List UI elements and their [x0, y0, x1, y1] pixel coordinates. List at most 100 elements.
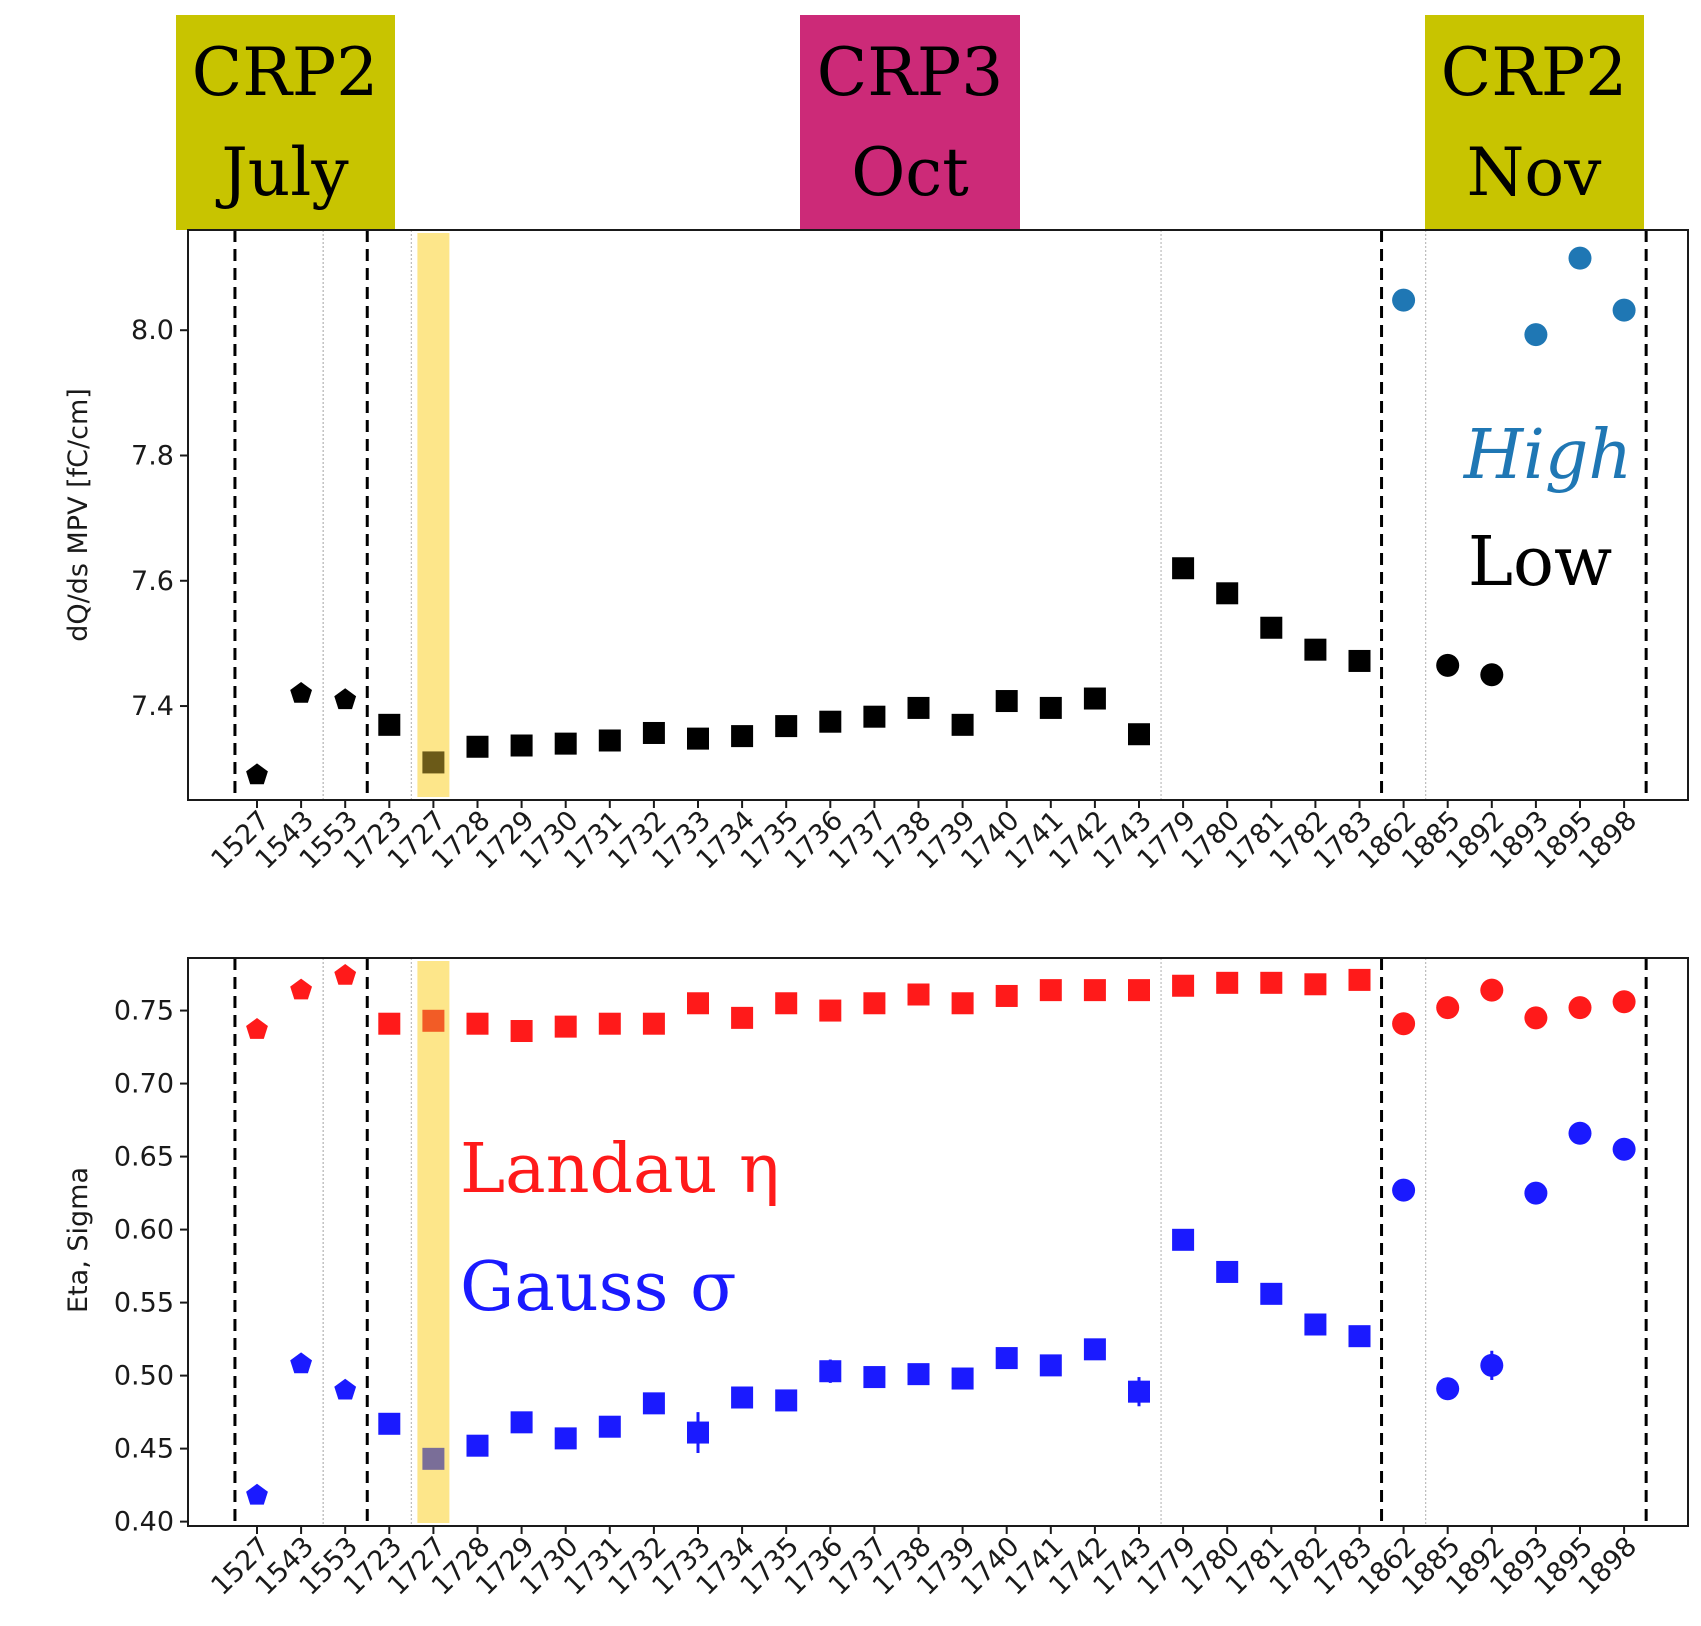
data-point-landau: [1392, 1012, 1416, 1036]
period-label-crp2-nov: CRP2 Nov: [1425, 15, 1644, 230]
period-label-crp2-july: CRP2 July: [176, 15, 395, 230]
data-point-landau: [907, 983, 930, 1006]
y-tick-label: 0.50: [114, 1361, 174, 1392]
data-point-gauss: [1172, 1228, 1195, 1251]
data-point-low: [246, 763, 268, 785]
data-point-gauss: [1348, 1325, 1371, 1348]
data-point-low: [1172, 557, 1195, 580]
data-point-low: [951, 713, 974, 736]
data-point-low: [598, 729, 621, 752]
data-point-low: [731, 725, 754, 748]
data-point-landau: [290, 978, 312, 1000]
y-tick-label: 0.40: [114, 1507, 174, 1538]
data-point-low: [863, 705, 886, 728]
data-point-high: [1392, 288, 1416, 312]
data-point-low: [819, 710, 842, 733]
data-point-gauss: [378, 1412, 401, 1435]
data-point-landau: [334, 964, 357, 985]
data-point-gauss: [1480, 1353, 1504, 1377]
data-point-low: [995, 690, 1018, 713]
data-point-gauss: [1039, 1354, 1062, 1377]
y-tick-label: 7.4: [131, 691, 174, 722]
period-label-box: [176, 15, 395, 230]
data-point-gauss: [1524, 1181, 1548, 1205]
data-point-gauss: [510, 1411, 533, 1434]
data-point-gauss: [554, 1427, 577, 1450]
data-point-landau: [466, 1012, 489, 1035]
y-tick-label: 0.55: [114, 1288, 174, 1319]
data-point-gauss: [1128, 1380, 1150, 1403]
data-point-low: [907, 696, 930, 719]
data-point-gauss: [1568, 1121, 1592, 1145]
y-tick-label: 0.75: [114, 996, 174, 1027]
period-label-box: [800, 15, 1020, 230]
data-point-landau: [1436, 996, 1460, 1020]
data-point-low: [466, 735, 489, 758]
data-point-low: [1304, 638, 1327, 661]
period-label-line2: Oct: [851, 134, 969, 211]
data-point-landau: [1260, 971, 1283, 994]
data-point-low: [1260, 616, 1283, 639]
legend-gauss-label: Gauss σ: [460, 1248, 736, 1327]
period-label-line1: CRP2: [1441, 34, 1628, 111]
data-point-high: [1612, 298, 1636, 322]
data-point-low: [775, 715, 798, 738]
data-point-landau: [1172, 974, 1195, 997]
data-point-landau: [951, 992, 974, 1015]
legend-landau-label: Landau η: [460, 1130, 780, 1209]
data-point-landau: [1304, 973, 1327, 996]
data-point-low: [1216, 582, 1239, 605]
data-point-landau: [775, 992, 798, 1015]
data-point-gauss: [951, 1367, 974, 1390]
data-point-low: [1348, 649, 1371, 672]
data-point-landau: [819, 999, 842, 1022]
data-point-landau: [510, 1020, 533, 1043]
data-point-landau: [731, 1006, 754, 1029]
data-point-low: [1128, 723, 1150, 746]
data-point-gauss: [334, 1378, 357, 1400]
data-point-gauss: [642, 1392, 665, 1415]
data-point-landau: [246, 1018, 268, 1039]
data-point-low: [642, 721, 665, 744]
data-point-high: [1524, 323, 1548, 347]
data-point-landau: [1568, 996, 1592, 1020]
legend-high-label: High: [1462, 416, 1632, 495]
data-point-gauss: [466, 1434, 489, 1457]
data-point-gauss: [731, 1386, 754, 1409]
axes-frame: [187, 957, 1689, 1527]
data-point-gauss: [598, 1415, 621, 1438]
data-point-low: [1083, 687, 1106, 710]
data-point-landau: [554, 1015, 577, 1038]
data-point-landau: [1348, 968, 1371, 991]
data-point-low: [1480, 663, 1504, 687]
data-point-landau: [863, 992, 886, 1015]
data-point-gauss: [995, 1347, 1018, 1370]
data-point-low: [554, 732, 577, 755]
period-label-line1: CRP2: [192, 34, 379, 111]
data-point-low: [290, 682, 312, 703]
data-point-gauss: [907, 1363, 930, 1386]
data-point-gauss: [1304, 1313, 1327, 1336]
y-axis-label: dQ/ds MPV [fC/cm]: [63, 388, 94, 642]
data-point-landau: [422, 1009, 445, 1032]
axes-frame: [187, 229, 1689, 801]
data-point-landau: [1524, 1006, 1548, 1030]
data-point-gauss: [1083, 1338, 1106, 1361]
data-point-low: [422, 751, 445, 774]
data-point-low: [1436, 653, 1460, 677]
y-tick-label: 7.6: [131, 566, 174, 597]
data-point-landau: [598, 1012, 621, 1035]
data-point-high: [1568, 246, 1592, 270]
period-label-crp3-oct: CRP3 Oct: [800, 15, 1020, 230]
data-point-landau: [687, 992, 709, 1015]
data-point-gauss: [775, 1389, 798, 1412]
y-tick-label: 0.45: [114, 1434, 174, 1465]
data-point-landau: [1039, 979, 1062, 1002]
data-point-low: [378, 713, 401, 736]
data-point-gauss: [687, 1421, 709, 1444]
y-axis-label: Eta, Sigma: [63, 1167, 94, 1313]
data-point-landau: [1480, 978, 1504, 1002]
data-point-landau: [1128, 979, 1150, 1002]
period-label-line2: July: [215, 134, 349, 211]
data-point-gauss: [1612, 1137, 1636, 1161]
